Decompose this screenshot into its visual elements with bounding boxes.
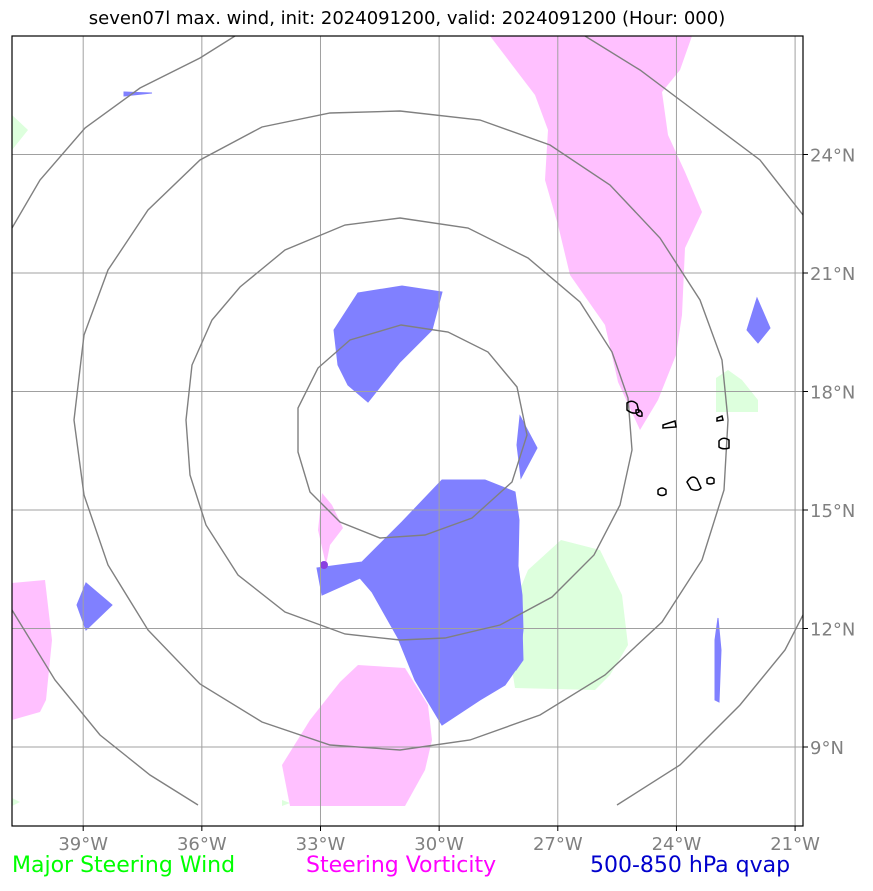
qvap-speck-north	[123, 91, 153, 97]
contour-8	[706, 476, 715, 485]
lon-tick-label: 21°W	[770, 834, 820, 855]
contour-7	[686, 476, 702, 492]
vorticity-area-west	[12, 580, 52, 720]
contour-1	[626, 400, 640, 414]
axis-ticks: 39°W 36°W 33°W 30°W 27°W 24°W 21°W 24°N 21°N 18°N…	[58, 146, 855, 856]
qvap-area-east	[746, 296, 771, 344]
qvap-sliver-east	[714, 617, 722, 703]
contour-3	[662, 420, 677, 429]
legend-steering-wind: Major Steering Wind	[12, 853, 236, 878]
legend-qvap: 500-850 hPa qvap	[590, 853, 791, 878]
ring-inner	[297, 324, 528, 539]
vorticity-area-south	[282, 665, 432, 806]
lat-lon-grid	[12, 36, 803, 826]
wind-speck-1	[12, 798, 20, 806]
contour-2	[635, 409, 643, 417]
ring-third	[73, 110, 729, 751]
legend-steering-vorticity: Steering Vorticity	[306, 853, 497, 878]
vorticity-band-northeast	[490, 36, 702, 430]
contour-5	[718, 437, 730, 450]
qvap-area-center-east	[516, 414, 538, 480]
lat-tick-label: 18°N	[810, 383, 855, 404]
steering-vorticity-areas	[12, 36, 702, 806]
lat-tick-label: 9°N	[810, 738, 844, 759]
contour-4	[716, 414, 724, 422]
lon-tick-label: 30°W	[414, 834, 464, 855]
map-title: seven07l max. wind, init: 2024091200, va…	[88, 8, 726, 29]
lon-tick-label: 36°W	[177, 834, 227, 855]
lon-tick-label: 24°W	[652, 834, 702, 855]
distance-rings	[12, 36, 803, 806]
wind-speck-2	[282, 800, 290, 806]
ring-second	[185, 217, 633, 641]
lon-tick-label: 39°W	[58, 834, 108, 855]
ring-outer-southwest	[12, 609, 199, 806]
plot-frame	[11, 35, 804, 827]
wind-area-west-edge	[12, 115, 28, 150]
qvap-area-lobe	[501, 588, 524, 671]
qvap-area-north	[333, 285, 443, 403]
qvap-area-west	[76, 582, 113, 631]
lat-tick-label: 15°N	[810, 501, 855, 522]
ring-outer	[12, 36, 236, 229]
vorticity-sliver	[318, 493, 343, 565]
lat-tick-label: 21°N	[810, 264, 855, 285]
lon-tick-label: 33°W	[296, 834, 346, 855]
ring-outer-east	[584, 36, 803, 216]
qvap-areas	[76, 91, 771, 726]
wind-area-south	[505, 540, 628, 690]
contour-6	[657, 487, 667, 497]
lon-tick-label: 27°W	[533, 834, 583, 855]
lat-tick-label: 12°N	[810, 620, 855, 641]
overlap-dot	[320, 561, 328, 569]
ring-outer-southeast	[616, 614, 803, 806]
lat-tick-label: 24°N	[810, 146, 855, 167]
max-wind-contours	[626, 400, 730, 497]
